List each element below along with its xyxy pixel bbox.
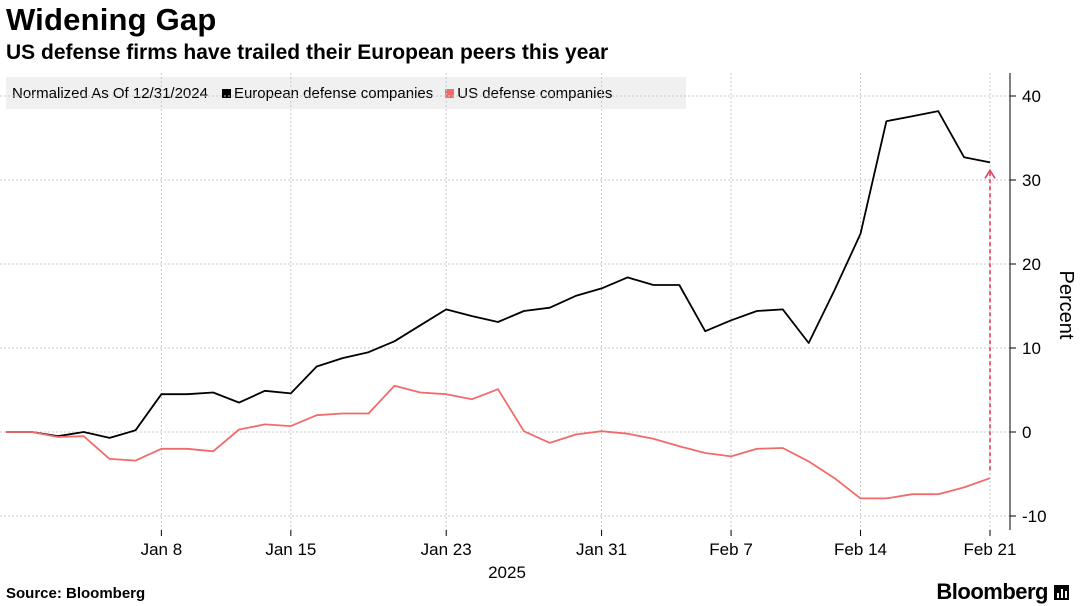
y-tick-label: -10 [1022, 507, 1047, 526]
y-tick-label: 10 [1022, 339, 1041, 358]
x-axis-year-label: 2025 [488, 563, 526, 582]
bloomberg-logo: Bloomberg [936, 579, 1069, 605]
x-tick-label: Jan 8 [141, 540, 183, 559]
legend-swatch-european [221, 88, 231, 98]
gap-arrow-head [984, 168, 996, 179]
y-axis-label: Percent [1055, 271, 1077, 340]
x-tick-label: Feb 7 [709, 540, 752, 559]
series-line-european [6, 110, 991, 439]
chart-subtitle: US defense firms have trailed their Euro… [6, 41, 609, 64]
legend-swatch-us [445, 88, 455, 98]
chart-title: Widening Gap [6, 2, 217, 37]
legend-item-us: US defense companies [445, 85, 612, 102]
y-tick-label: 0 [1022, 423, 1031, 442]
y-tick-label: 30 [1022, 171, 1041, 190]
x-tick-label: Feb 14 [834, 540, 887, 559]
y-tick-label: 20 [1022, 255, 1041, 274]
x-tick-label: Jan 23 [421, 540, 472, 559]
legend-item-european: European defense companies [221, 84, 434, 102]
series-line-us [6, 384, 991, 500]
legend-bar: Normalized As Of 12/31/2024 European def… [6, 77, 686, 109]
x-tick-label: Jan 31 [576, 540, 627, 559]
axes: -10 0 10 20 30 40 Jan 8 Jan 15 Jan 23 Jan 31 Feb 7… [141, 73, 1047, 559]
source-note: Source: Bloomberg [6, 585, 146, 602]
normalization-note: Normalized As Of 12/31/2024 [12, 84, 208, 102]
x-tick-label: Jan 15 [265, 540, 316, 559]
series-lines [6, 110, 996, 500]
bloomberg-terminal-icon [1054, 584, 1069, 600]
gridlines [0, 73, 1010, 530]
brand-name: Bloomberg [936, 579, 1048, 604]
legend-label-us: US defense companies [457, 84, 613, 102]
y-tick-label: 40 [1022, 87, 1041, 106]
legend-label-european: European defense companies [233, 84, 434, 102]
x-tick-label: Feb 21 [964, 540, 1017, 559]
